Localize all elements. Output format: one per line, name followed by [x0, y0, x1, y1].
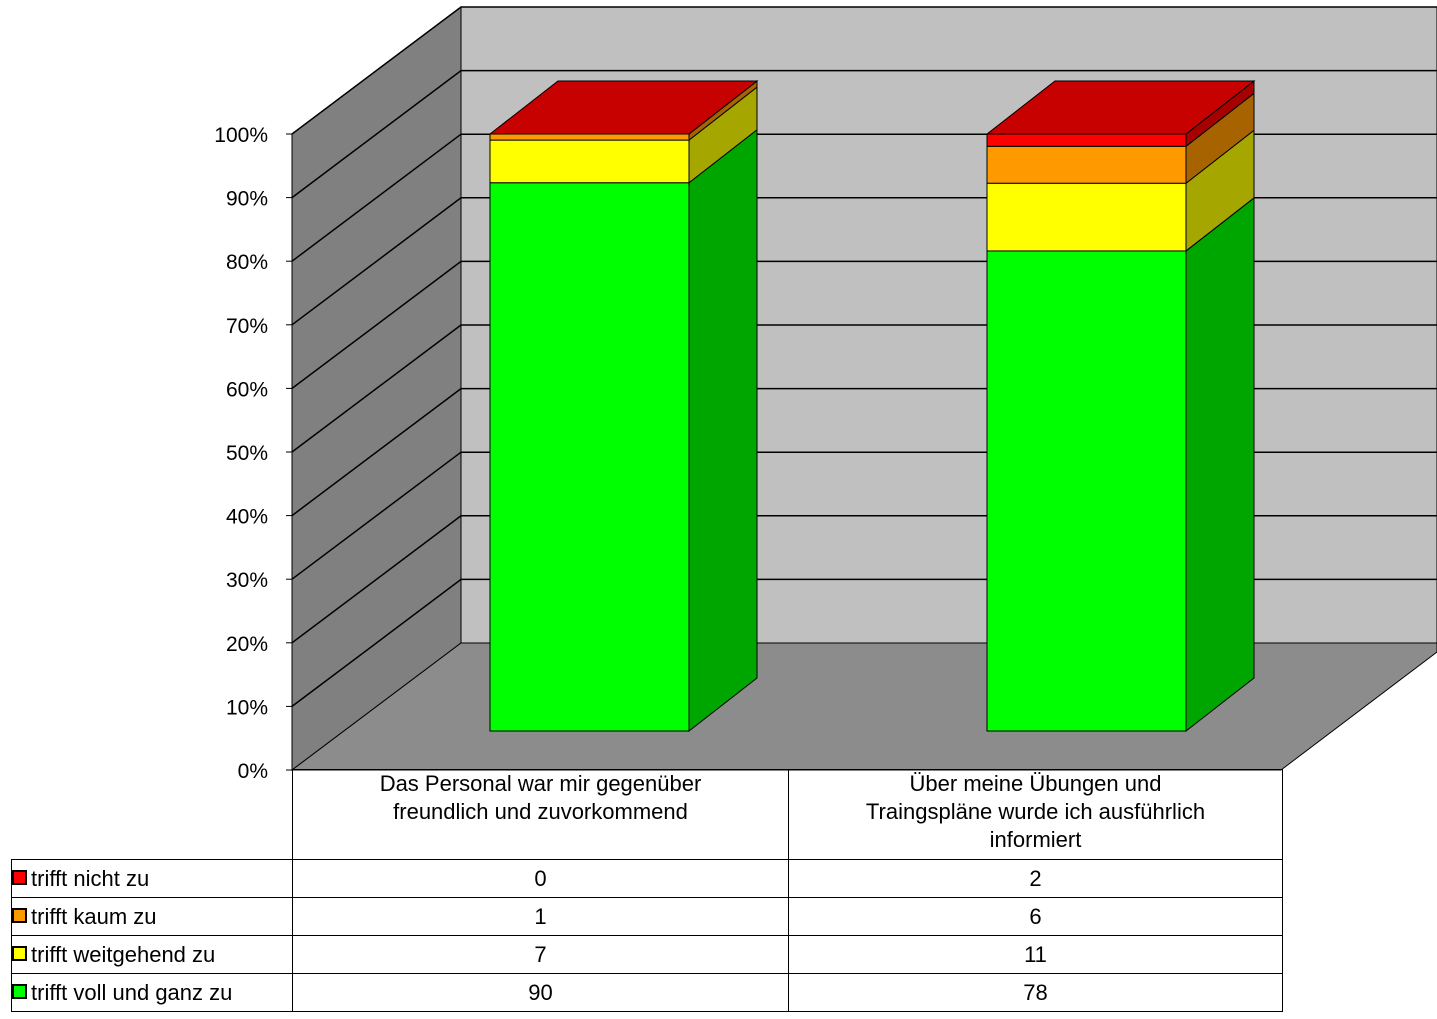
bar-top [488, 80, 759, 135]
data-value: 1 [292, 897, 789, 936]
table-corner [11, 769, 293, 860]
table-row: trifft nicht zu 0 2 [11, 859, 1283, 898]
bar-segment-front [986, 250, 1187, 732]
series-name: trifft voll und ganz zu [31, 979, 233, 1005]
y-tick-label: 10% [226, 696, 268, 719]
table-row: trifft weitgehend zu 7 11 [11, 935, 1283, 974]
category-label: Das Personal war mir gegenüber freundlich… [292, 769, 789, 860]
bar-top [985, 80, 1256, 135]
data-value: 6 [788, 897, 1283, 936]
legend-swatch [12, 946, 27, 962]
data-value: 90 [292, 973, 789, 1012]
y-tick-label: 50% [226, 442, 268, 465]
y-tick-label: 90% [226, 188, 268, 211]
table-row: trifft kaum zu 1 6 [11, 897, 1283, 936]
y-tick-label: 30% [226, 569, 268, 592]
legend-entry: trifft nicht zu [11, 859, 293, 898]
bar-segment-front [986, 182, 1187, 252]
y-tick-label: 70% [226, 315, 268, 338]
y-tick-label: 100% [214, 124, 268, 147]
legend-entry: trifft kaum zu [11, 897, 293, 936]
data-value: 2 [788, 859, 1283, 898]
gridline [291, 6, 1437, 135]
category-label: Über meine Übungen und Traingspläne wurde… [788, 769, 1283, 860]
legend-swatch [12, 870, 27, 886]
bar-segment-side [1185, 196, 1255, 733]
series-name: trifft nicht zu [31, 865, 150, 891]
legend-swatch [12, 984, 27, 1000]
bar-segment-front [489, 182, 690, 732]
gridline [291, 69, 1437, 199]
floor [290, 642, 1437, 771]
legend-swatch [12, 908, 27, 924]
bar-segment-front [986, 145, 1187, 184]
table-row: trifft voll und ganz zu 90 78 [11, 973, 1283, 1012]
legend-entry: trifft weitgehend zu [11, 935, 293, 974]
bar-segment-side [688, 128, 758, 733]
bar-segment-front [489, 133, 690, 141]
data-table: Das Personal war mir gegenüber freundlich… [11, 769, 1283, 1012]
y-tick-label: 60% [226, 378, 268, 401]
y-tick-label: 80% [226, 251, 268, 274]
data-value: 0 [292, 859, 789, 898]
bar-segment-front [489, 139, 690, 184]
legend-entry: trifft voll und ganz zu [11, 973, 293, 1012]
data-value: 78 [788, 973, 1283, 1012]
data-value: 11 [788, 935, 1283, 974]
y-tick-label: 40% [226, 506, 268, 529]
series-name: trifft kaum zu [31, 903, 157, 929]
bar-segment-front [986, 133, 1187, 147]
y-tick-label: 20% [226, 633, 268, 656]
data-value: 7 [292, 935, 789, 974]
series-name: trifft weitgehend zu [31, 941, 216, 967]
